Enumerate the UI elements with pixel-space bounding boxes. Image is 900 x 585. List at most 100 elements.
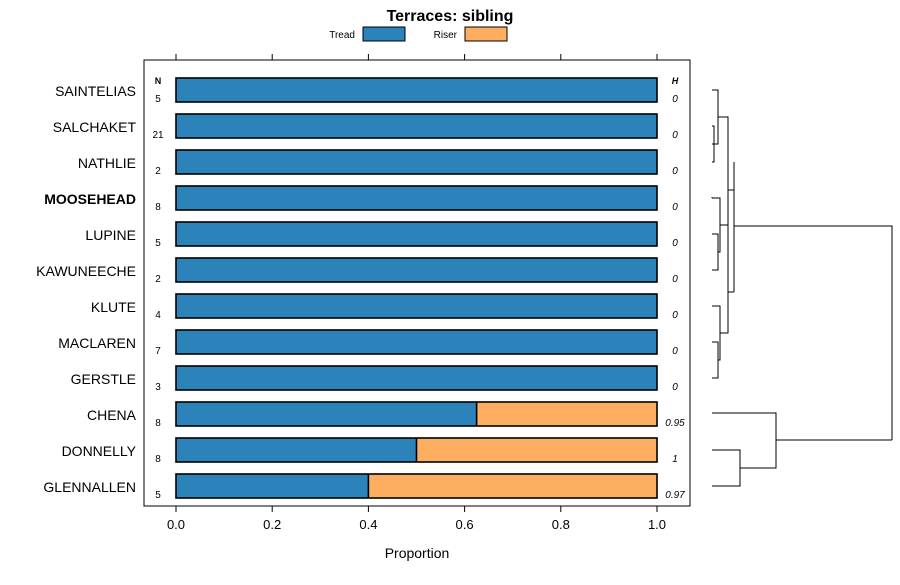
plot-frame bbox=[143, 59, 691, 507]
bar-tread bbox=[176, 366, 657, 390]
legend: Tread Riser bbox=[329, 26, 508, 42]
category-label: MOOSEHEAD bbox=[44, 191, 136, 207]
category-label: GERSTLE bbox=[71, 371, 136, 387]
bar-outline bbox=[175, 257, 658, 283]
dendro-link bbox=[712, 233, 719, 271]
bar-riser bbox=[476, 402, 657, 426]
bar-row: SAINTELIAS 5 0 bbox=[55, 77, 678, 105]
h-value: 1 bbox=[672, 454, 678, 465]
bar-tread bbox=[176, 150, 657, 174]
bar-row: CHENA 8 0.95 bbox=[87, 401, 685, 429]
bar-tread bbox=[176, 258, 657, 282]
bar-outline bbox=[175, 365, 658, 391]
bar-riser bbox=[368, 474, 657, 498]
h-value: 0 bbox=[672, 94, 678, 105]
x-axis-label: Proportion bbox=[385, 545, 450, 561]
bar-outline bbox=[175, 185, 658, 211]
dendro-link bbox=[720, 162, 729, 226]
legend-swatch-tread bbox=[362, 26, 406, 42]
n-value: 21 bbox=[152, 130, 164, 141]
h-value: 0.97 bbox=[665, 490, 685, 501]
bar-outline bbox=[175, 221, 658, 247]
x-tick-label: 0.8 bbox=[552, 517, 570, 532]
x-tick-label: 0.4 bbox=[359, 517, 377, 532]
dendro-link bbox=[712, 341, 719, 379]
bar-outline bbox=[175, 401, 658, 427]
dendro-link bbox=[734, 225, 893, 440]
bar-outline bbox=[175, 149, 658, 175]
bar-outline bbox=[175, 473, 658, 499]
n-value: 8 bbox=[155, 418, 161, 429]
x-tick-label: 0.2 bbox=[263, 517, 281, 532]
bar-row: LUPINE 5 0 bbox=[85, 221, 678, 249]
n-value: 8 bbox=[155, 202, 161, 213]
n-value: 5 bbox=[155, 238, 161, 249]
h-value: 0 bbox=[672, 274, 678, 285]
n-value: 4 bbox=[155, 310, 161, 321]
bar-outline bbox=[175, 113, 658, 139]
n-value: 2 bbox=[155, 166, 161, 177]
bar-outline bbox=[175, 77, 658, 103]
category-label: KLUTE bbox=[91, 299, 136, 315]
category-label: GLENNALLEN bbox=[43, 479, 136, 495]
chart-title: Terraces: sibling bbox=[387, 8, 514, 25]
n-value: 5 bbox=[155, 94, 161, 105]
bar-tread bbox=[176, 294, 657, 318]
category-label: DONNELLY bbox=[62, 443, 137, 459]
bar-outline bbox=[175, 293, 658, 319]
bar-row: MOOSEHEAD 8 0 bbox=[44, 185, 678, 213]
h-value: 0 bbox=[672, 202, 678, 213]
n-value: 2 bbox=[155, 274, 161, 285]
bar-row: KAWUNEECHE 2 0 bbox=[36, 257, 678, 285]
dendro-link bbox=[711, 197, 721, 253]
dendro-link bbox=[718, 116, 729, 162]
bar-outline bbox=[175, 437, 658, 463]
bar-tread bbox=[176, 222, 657, 246]
category-label: CHENA bbox=[87, 407, 137, 423]
n-value: 3 bbox=[155, 382, 161, 393]
category-label: NATHLIE bbox=[78, 155, 136, 171]
dendro-link bbox=[728, 162, 735, 293]
dendro-link bbox=[712, 305, 721, 361]
bar-tread bbox=[176, 186, 657, 210]
n-value: 5 bbox=[155, 490, 161, 501]
n-column-header: N bbox=[155, 76, 162, 86]
bar-tread bbox=[176, 330, 657, 354]
bar-row: MACLAREN 7 0 bbox=[58, 329, 678, 357]
bar-tread bbox=[176, 438, 417, 462]
category-label: KAWUNEECHE bbox=[36, 263, 136, 279]
x-axis: 0.0 0.2 0.4 0.6 0.8 1.0 bbox=[167, 54, 666, 532]
bar-tread bbox=[176, 78, 657, 102]
bar-row: KLUTE 4 0 bbox=[91, 293, 678, 321]
h-column-header: H bbox=[672, 76, 679, 86]
h-value: 0 bbox=[672, 166, 678, 177]
dendro-link bbox=[712, 449, 741, 487]
bar-row: GERSTLE 3 0 bbox=[71, 365, 678, 393]
bar-tread bbox=[176, 474, 369, 498]
n-value: 7 bbox=[155, 346, 161, 357]
category-label: SAINTELIAS bbox=[55, 83, 136, 99]
category-label: LUPINE bbox=[85, 227, 136, 243]
x-tick-label: 1.0 bbox=[648, 517, 666, 532]
category-label: SALCHAKET bbox=[53, 119, 137, 135]
legend-label-riser: Riser bbox=[434, 30, 458, 41]
h-value: 0.95 bbox=[665, 418, 685, 429]
bar-tread bbox=[176, 114, 657, 138]
bar-riser bbox=[416, 438, 657, 462]
legend-swatch-riser bbox=[464, 26, 508, 42]
x-tick-label: 0.6 bbox=[456, 517, 474, 532]
h-value: 0 bbox=[672, 346, 678, 357]
bar-row: NATHLIE 2 0 bbox=[78, 149, 678, 177]
dendro-link bbox=[720, 190, 729, 334]
h-value: 0 bbox=[672, 382, 678, 393]
h-value: 0 bbox=[672, 310, 678, 321]
n-value: 8 bbox=[155, 454, 161, 465]
legend-label-tread: Tread bbox=[329, 30, 355, 41]
bar-row: SALCHAKET 21 0 bbox=[53, 113, 678, 141]
x-tick-label: 0.0 bbox=[167, 517, 185, 532]
category-label: MACLAREN bbox=[58, 335, 136, 351]
dendro-link bbox=[712, 89, 719, 145]
h-value: 0 bbox=[672, 238, 678, 249]
